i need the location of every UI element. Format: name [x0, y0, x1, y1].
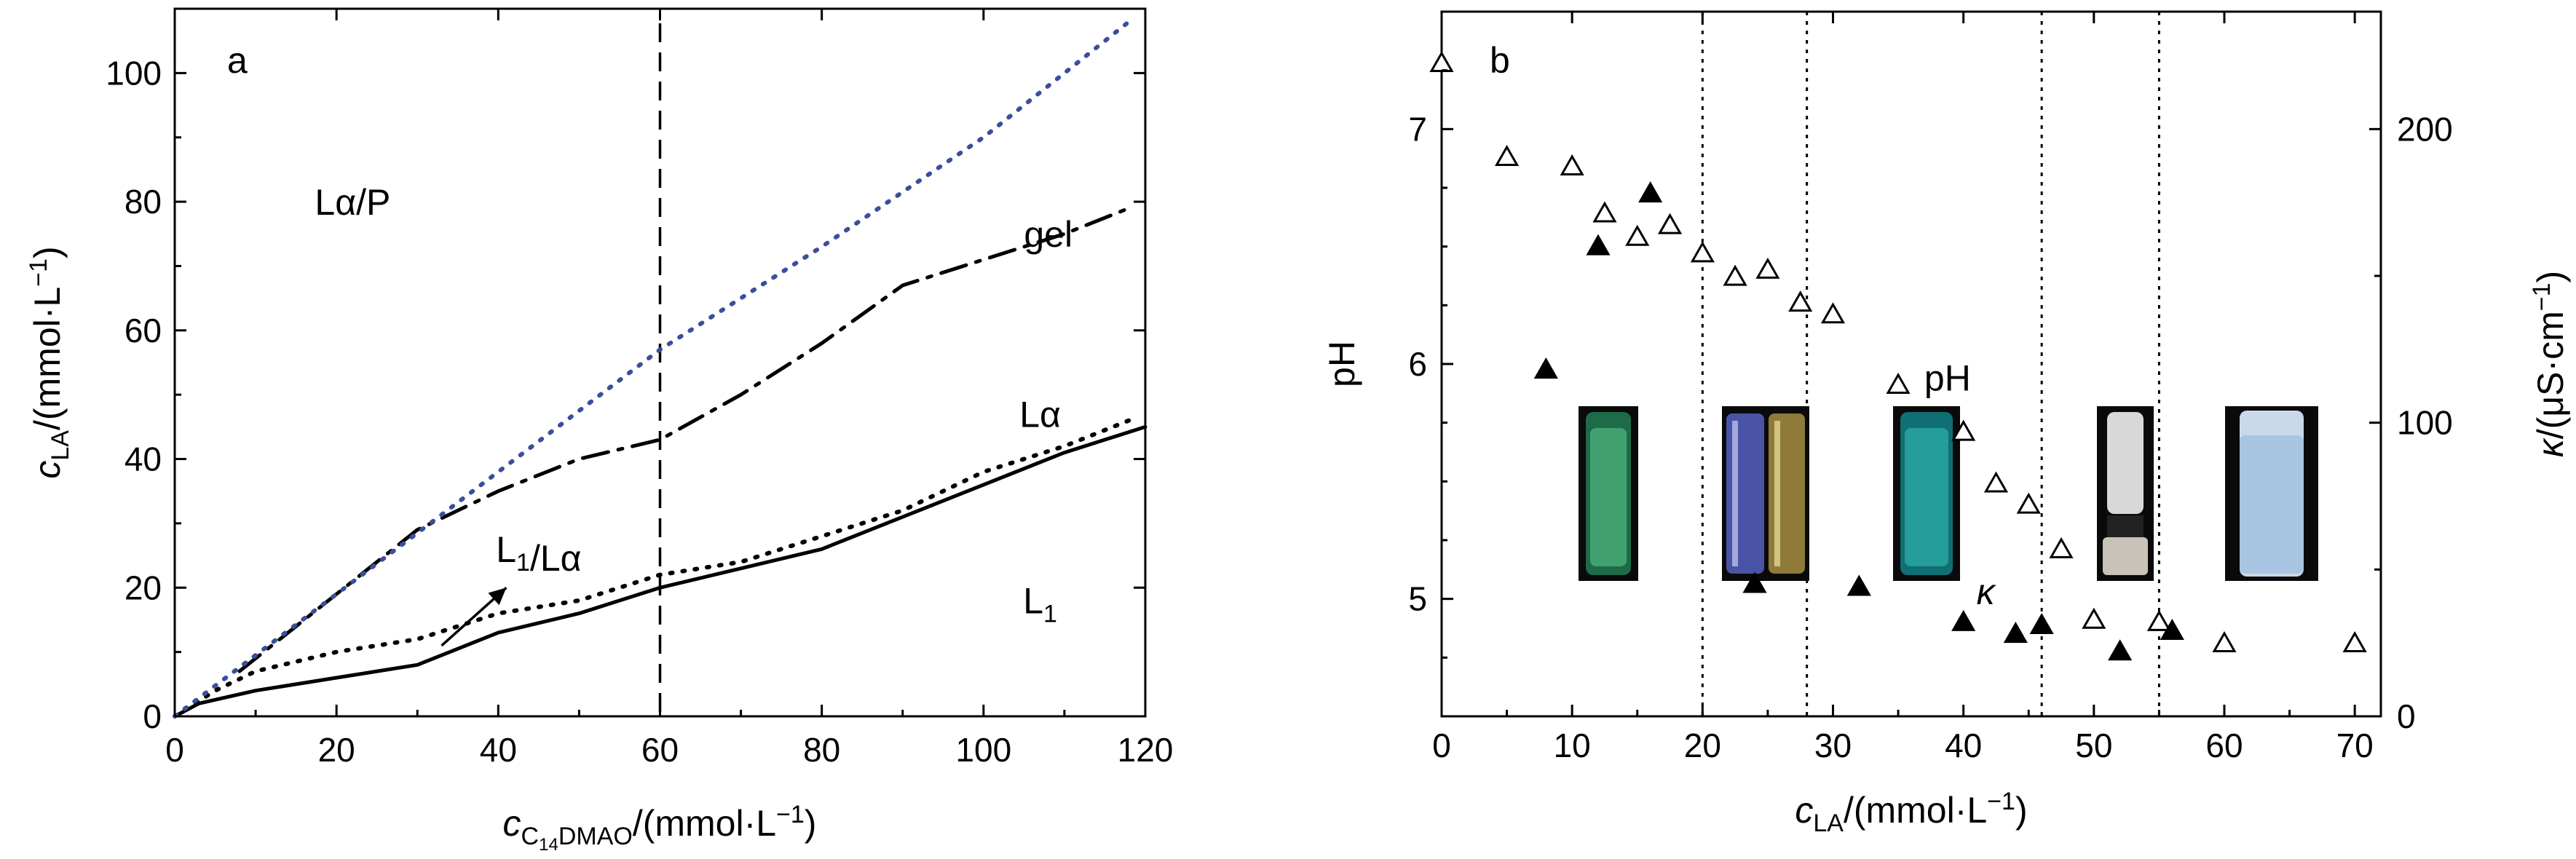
y-tick-label: 20 [125, 569, 162, 606]
vial-liquid [1905, 428, 1948, 566]
x-tick-label: 0 [1432, 727, 1451, 764]
annotation-kappa: κ [1977, 571, 1997, 612]
x-tick-label: 80 [803, 731, 840, 769]
x-tick-label: 20 [1684, 727, 1721, 764]
series-2-line [237, 206, 1131, 673]
region-label: gel [1024, 214, 1072, 255]
ph-point [1429, 50, 1454, 72]
panel-b-frame [1440, 10, 2382, 718]
ph-point [2212, 630, 2237, 652]
inset-vial-5 [2225, 406, 2318, 581]
inset-vial-3 [1893, 406, 1960, 581]
y-tick-label: 0 [143, 697, 162, 735]
ph-point [1494, 145, 1520, 167]
ph-point [1592, 201, 1617, 223]
ph-point [2082, 607, 2106, 629]
series-3-line [173, 19, 1131, 719]
y-tick-label: 6 [1408, 345, 1427, 383]
ph-point [1625, 224, 1650, 246]
ph-point [1723, 264, 1747, 286]
x-tick-label: 0 [165, 731, 184, 769]
kappa-point [1846, 574, 1871, 596]
x-tick-label: 60 [641, 731, 679, 769]
vial-highlight [1732, 421, 1738, 566]
vial-glass [2107, 412, 2144, 514]
x-tick-label: 10 [1554, 727, 1591, 764]
panel-b-label: b [1490, 40, 1510, 81]
region-label: L1/Lα [496, 529, 581, 579]
y-right-tick-label: 200 [2397, 110, 2453, 148]
inset-vial-2 [1722, 406, 1809, 581]
y-right-tick-label: 0 [2397, 697, 2416, 735]
arrow-head [488, 587, 507, 606]
kappa-point [1638, 181, 1663, 203]
panel-a: 0 20 40 60 80 100 120 0 20 40 60 80 100 Lα/P gel Lα L1/… [25, 7, 1174, 855]
ph-point [1690, 241, 1715, 263]
vial-cap [2103, 537, 2148, 575]
panel-a-xlabel: cC14DMAO/(mmol·L−1) [503, 801, 817, 855]
kappa-point [2029, 612, 2054, 634]
panel-a-label: a [227, 40, 248, 81]
vial-liquid [2240, 435, 2304, 574]
x-tick-label: 30 [1814, 727, 1852, 764]
annotation-ph: pH [1924, 358, 1971, 399]
y-tick-label: 40 [125, 440, 162, 478]
kappa-point [1951, 609, 1976, 631]
x-tick-label: 70 [2336, 727, 2374, 764]
vial-glass [1726, 413, 1764, 574]
series-0-line [173, 424, 1147, 719]
y-tick-label: 7 [1408, 110, 1427, 148]
inset-vial-4 [2097, 406, 2154, 581]
panel-b-ylabel: pH [1321, 341, 1362, 387]
kappa-point [2160, 619, 2184, 641]
y-tick-label: 60 [125, 312, 162, 349]
x-tick-label: 20 [318, 731, 355, 769]
vial-glass [1769, 413, 1805, 574]
panel-b-xlabel: cLA/(mmol·L−1) [1795, 788, 2027, 837]
kappa-point [2003, 622, 2028, 644]
ph-point [1951, 419, 1976, 441]
kappa-point [1533, 357, 1558, 379]
series-1-line [173, 418, 1131, 719]
x-tick-label: 100 [955, 731, 1011, 769]
ph-point [2016, 492, 2041, 514]
kappa-point [1742, 571, 1767, 593]
ph-point [1820, 302, 1846, 324]
x-tick-label: 40 [1945, 727, 1982, 764]
x-tick-label: 60 [2205, 727, 2243, 764]
region-label: L1 [1023, 581, 1057, 628]
vial-liquid [1590, 428, 1627, 566]
ph-point [2049, 537, 2074, 558]
x-tick-label: 50 [2075, 727, 2112, 764]
y-tick-label: 80 [125, 183, 162, 221]
kappa-point [2108, 639, 2133, 661]
ph-point [1788, 290, 1813, 312]
ph-point [1560, 154, 1584, 175]
y-tick-label: 5 [1408, 580, 1427, 618]
vial-highlight [1774, 421, 1780, 566]
x-tick-label: 120 [1118, 731, 1174, 769]
panel-a-ylabel: cLA/(mmol·L−1) [25, 246, 74, 478]
region-label: Lα/P [315, 182, 390, 223]
ph-point [1657, 213, 1683, 234]
ph-point [1886, 373, 1911, 395]
region-label: Lα [1019, 394, 1061, 435]
ph-point [2342, 630, 2367, 652]
inset-vial-1 [1579, 406, 1638, 581]
vial-liquid [2107, 515, 2144, 537]
ph-point [1755, 257, 1780, 279]
x-tick-label: 40 [480, 731, 517, 769]
ph-point [2146, 609, 2172, 631]
panel-b-ylabel-right: κ/(μS·cm−1) [2528, 271, 2571, 457]
y-tick-label: 100 [106, 54, 162, 92]
y-right-tick-label: 100 [2397, 404, 2453, 442]
ph-point [1983, 471, 2009, 493]
kappa-point [1586, 234, 1611, 256]
